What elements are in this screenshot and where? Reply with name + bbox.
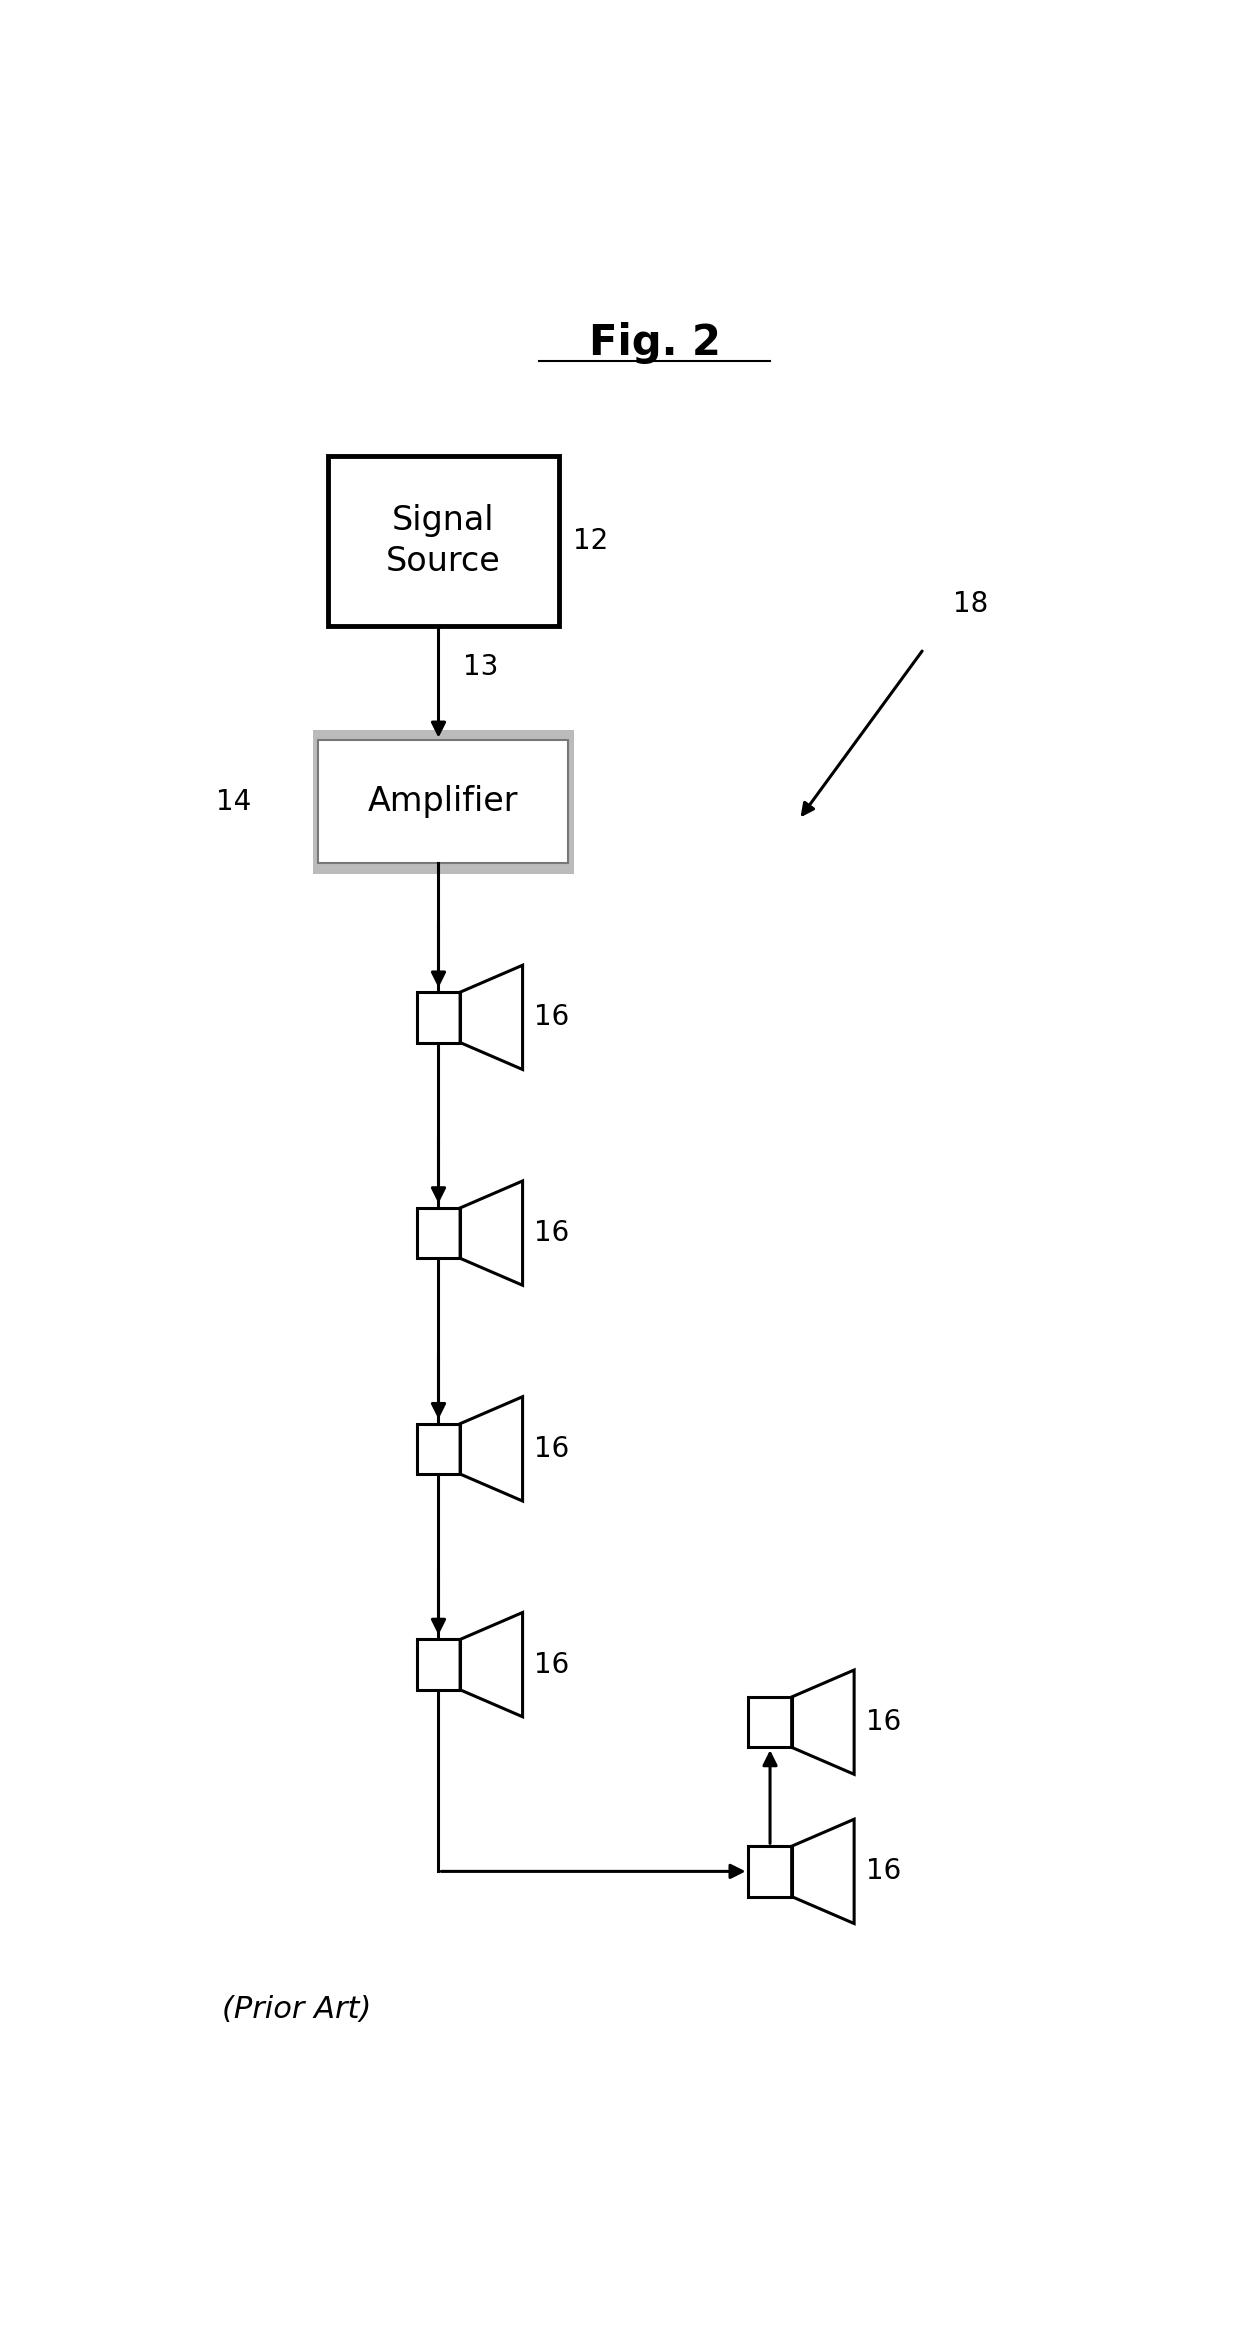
FancyBboxPatch shape (327, 455, 558, 626)
Text: (Prior Art): (Prior Art) (222, 1996, 372, 2024)
Polygon shape (417, 1639, 460, 1691)
Text: 16: 16 (866, 1856, 901, 1884)
Polygon shape (417, 1424, 460, 1473)
Polygon shape (417, 1207, 460, 1259)
Text: Fig. 2: Fig. 2 (589, 322, 720, 364)
FancyBboxPatch shape (312, 729, 574, 873)
Text: 16: 16 (534, 1651, 569, 1679)
Text: 16: 16 (866, 1709, 901, 1737)
FancyBboxPatch shape (319, 740, 568, 862)
Text: 18: 18 (952, 591, 988, 619)
Text: Signal
Source: Signal Source (386, 504, 501, 577)
Text: 16: 16 (534, 1004, 569, 1032)
Text: 14: 14 (216, 787, 250, 815)
Text: 16: 16 (534, 1436, 569, 1462)
Polygon shape (749, 1847, 791, 1896)
Polygon shape (749, 1698, 791, 1747)
Text: Amplifier: Amplifier (368, 785, 518, 817)
Polygon shape (417, 992, 460, 1041)
Text: 12: 12 (573, 528, 609, 556)
Text: 16: 16 (534, 1219, 569, 1247)
Text: 13: 13 (463, 654, 498, 682)
